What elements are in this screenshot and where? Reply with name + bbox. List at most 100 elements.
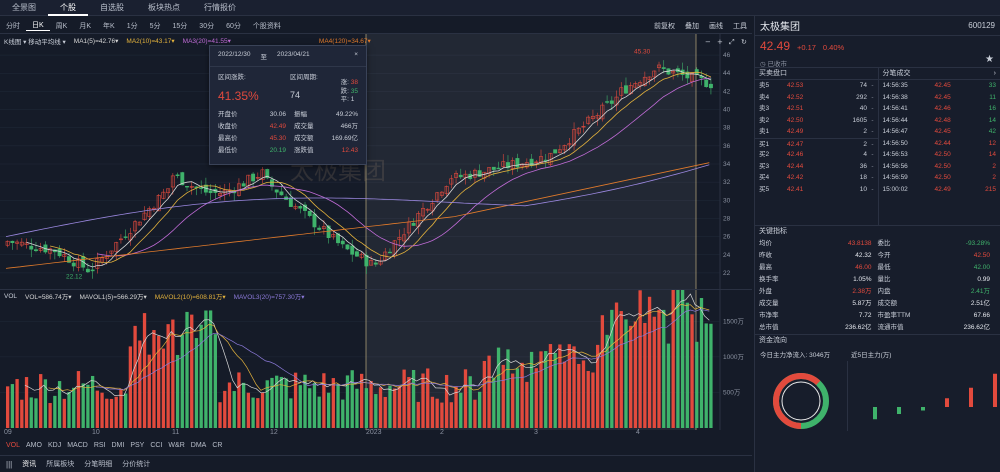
volume-bar [57,381,62,428]
volume-bar [558,344,562,428]
kpi-value: 7.72 [858,312,872,319]
ob-price: 42.42 [787,174,804,181]
fund-divider [847,361,848,431]
kpi-value: 42.50 [973,252,990,259]
kline-chart[interactable]: K线图 ▾ 移动平均线 ▾ MA1(5)=42.76▾ MA2(10)=43.1… [0,34,752,289]
volume-bar [190,314,194,428]
bottom-menu-icon[interactable]: ||| [6,459,13,469]
ob-price: 42.51 [787,105,804,112]
orderbook-row: 卖4 42.52 292- [755,92,878,104]
orderbook-row: 卖2 42.50 1605- [755,115,878,127]
adjust-button[interactable]: 前复权 [654,22,675,30]
popup-stats: 开盘价 30.06 振幅 49.22% 收盘价 42.49 成交量 466万 最高价 45.30 成… [210,105,366,157]
candle-body [449,178,454,185]
ob-price: 42.53 [787,82,804,89]
volume-bar [119,388,123,428]
candle-body [373,262,378,265]
nav-sectors[interactable]: 板块热点 [148,3,180,12]
tab-5min[interactable]: 5分 [149,22,161,30]
volume-bar [308,388,312,428]
nav-overview[interactable]: 全景图 [12,3,36,12]
overlay-button[interactable]: 叠加 [685,22,699,30]
ind-macd[interactable]: MACD [67,441,88,449]
ind-cr[interactable]: CR [212,441,223,449]
kpi-value: 1.05% [853,276,872,283]
ind-wr[interactable]: W&R [168,441,185,449]
orderbook-row: 买3 42.44 36- [755,161,878,173]
tab-30min[interactable]: 30分 [199,22,215,30]
kline-type-label[interactable]: K线图 ▾ 移动平均线 ▾ [4,39,66,46]
tab-stock-info[interactable]: 个股资料 [252,22,281,30]
ind-cci[interactable]: CCI [150,441,163,449]
kpi-value: 46.00 [855,264,872,271]
ind-kdj[interactable]: KDJ [47,441,62,449]
trade-row: 15:00:02 42.49 215 [879,184,1000,196]
volume-bar [378,387,383,428]
favorite-star-icon[interactable]: ★ [985,54,994,65]
draw-button[interactable]: 画线 [709,22,723,30]
range-change-value: 41.35% [218,89,259,103]
tab-15min[interactable]: 15分 [172,22,188,30]
tab-price-stats[interactable]: 分价统计 [122,461,151,468]
trade-volume: 12 [988,139,996,147]
ob-volume: 1605 [852,116,867,124]
volume-chart[interactable]: VOL VOL=586.74万▾ MAVOL1(5)=566.29万▾ MAVO… [0,280,752,430]
tab-ticks[interactable]: 分笔明细 [84,461,113,468]
candle-body [48,248,53,254]
popup-stat-value: 42.49 [269,122,286,130]
volume-bar [525,381,529,428]
orderbook-title: 买卖盘口 [755,68,878,80]
candle-body [501,161,506,167]
candle-body [708,83,713,89]
volume-bar [24,377,29,428]
volume-bar [284,378,288,428]
volume-bar [426,368,430,428]
ind-amo[interactable]: AMO [26,441,42,449]
volume-bar [553,352,557,428]
volume-bar [317,396,321,428]
candle-body [85,268,90,273]
candle-body [71,262,76,267]
volume-bar [275,375,279,428]
tab-daily-k[interactable]: 日K [26,20,50,31]
tab-monthly-k[interactable]: 月K [79,22,92,30]
candle-body [15,241,20,244]
candle-body [439,191,444,196]
tab-1min[interactable]: 1分 [126,22,138,30]
tab-weekly-k[interactable]: 周K [55,22,68,30]
expand-icon[interactable]: › [993,70,996,77]
ind-dmi[interactable]: DMI [111,441,125,449]
ind-vol[interactable]: VOL [6,441,21,449]
date-tick: 11 [172,429,180,436]
tools-button[interactable]: 工具 [733,22,747,30]
kpi-value: 43.8138 [848,240,872,247]
tab-yearly-k[interactable]: 年K [103,22,115,30]
nav-stock[interactable]: 个股 [48,0,88,16]
nav-watchlist[interactable]: 自选股 [100,3,124,12]
stock-header: 太极集团 600129 [755,16,1000,36]
ind-dma[interactable]: DMA [190,441,207,449]
volume-bar [43,379,48,428]
tab-news[interactable]: 资讯 [22,461,37,468]
tab-sector[interactable]: 所属板块 [46,461,75,468]
volume-bar [388,385,392,428]
candle-body [24,242,29,245]
candle-body [67,256,71,263]
candle-body [397,237,402,240]
volume-bar [34,398,38,428]
candle-body [652,70,657,78]
volume-bar [29,397,33,428]
volume-bar [227,382,232,428]
volume-bar [685,302,689,428]
candle-body [317,227,322,230]
close-icon[interactable]: × [354,51,358,58]
low-price-label: 22.12 [66,273,83,280]
ind-psy[interactable]: PSY [130,441,145,449]
ind-rsi[interactable]: RSI [93,441,106,449]
candle-body [218,193,223,196]
tab-intraday[interactable]: 分时 [6,22,20,30]
nav-quotes[interactable]: 行情报价 [204,3,236,12]
volume-bar [430,396,435,428]
volume-bar [62,398,66,428]
tab-60min[interactable]: 60分 [226,22,241,30]
